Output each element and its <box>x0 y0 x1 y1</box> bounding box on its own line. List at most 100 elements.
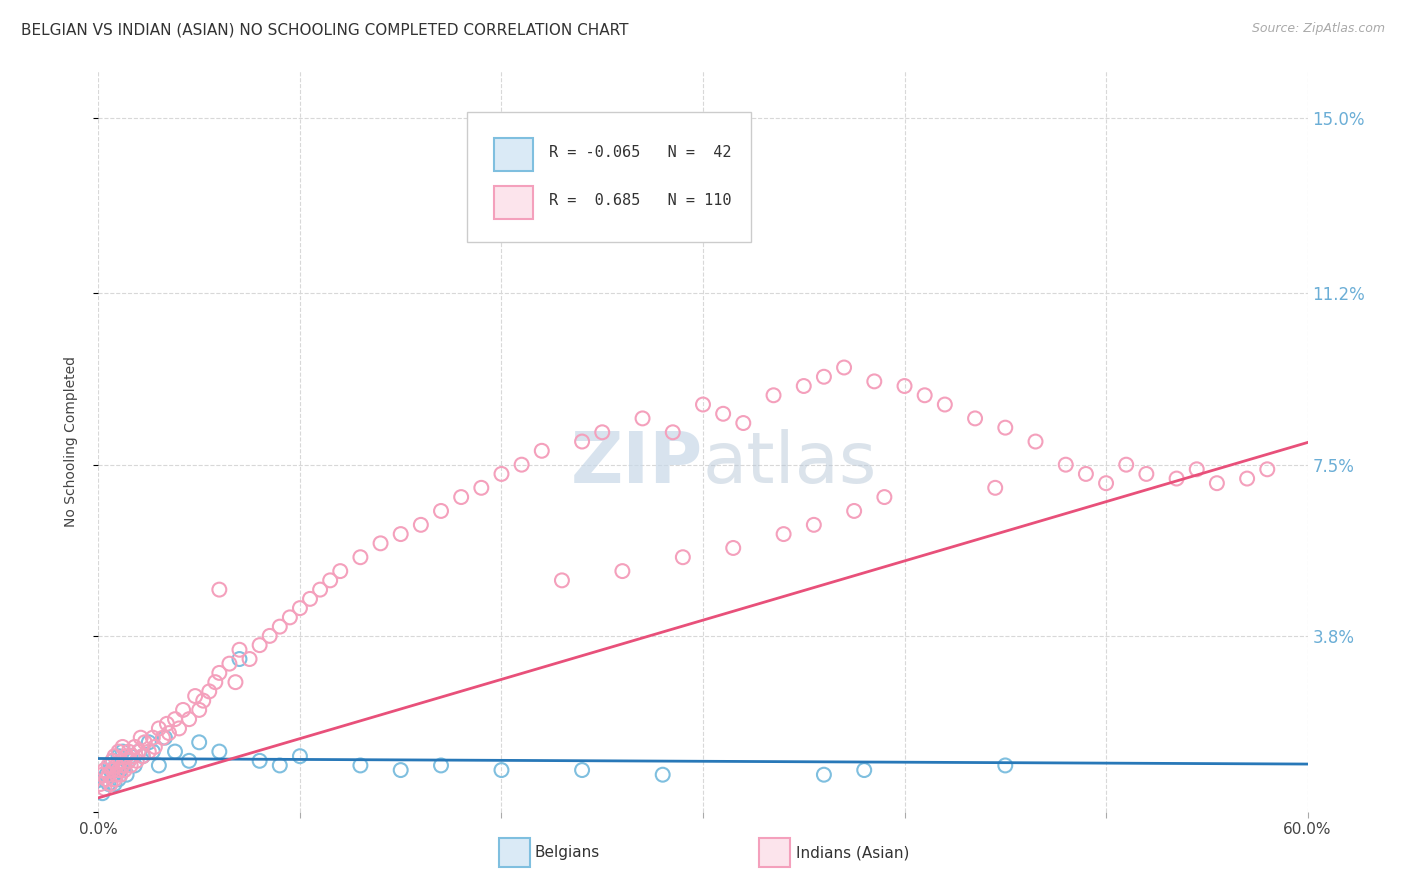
Point <box>389 527 412 541</box>
Point <box>224 675 246 690</box>
Point <box>115 767 138 781</box>
Point <box>138 745 160 759</box>
Point <box>120 749 142 764</box>
Point <box>111 745 134 759</box>
Point <box>309 582 332 597</box>
Point <box>1256 462 1278 476</box>
Point <box>793 379 815 393</box>
Point <box>914 388 936 402</box>
Point <box>110 763 132 777</box>
Point <box>228 642 250 657</box>
Point <box>97 777 120 791</box>
Point <box>142 731 165 745</box>
Point <box>288 749 311 764</box>
Point <box>965 411 987 425</box>
Point <box>1074 467 1097 481</box>
Point <box>1166 472 1188 486</box>
Point <box>100 777 122 791</box>
Point <box>93 781 115 796</box>
Point <box>1095 476 1118 491</box>
Point <box>105 758 128 772</box>
Point <box>163 712 186 726</box>
Point <box>103 749 125 764</box>
Point <box>204 675 226 690</box>
Point <box>128 745 150 759</box>
Point <box>97 767 120 781</box>
Point <box>772 527 794 541</box>
Point <box>723 541 745 555</box>
Point <box>132 749 155 764</box>
Point <box>193 694 215 708</box>
Point <box>551 574 574 588</box>
Point <box>128 745 150 759</box>
Point <box>349 550 371 565</box>
Point <box>409 517 432 532</box>
Point <box>1115 458 1137 472</box>
Text: BELGIAN VS INDIAN (ASIAN) NO SCHOOLING COMPLETED CORRELATION CHART: BELGIAN VS INDIAN (ASIAN) NO SCHOOLING C… <box>21 22 628 37</box>
Point <box>370 536 392 550</box>
Point <box>692 398 714 412</box>
Point <box>612 564 634 578</box>
Point <box>156 716 179 731</box>
Point <box>873 490 896 504</box>
Point <box>184 689 207 703</box>
Point <box>107 772 129 787</box>
Point <box>179 754 201 768</box>
Point <box>115 749 138 764</box>
Point <box>148 758 170 772</box>
Point <box>571 434 593 449</box>
Point <box>853 763 876 777</box>
Point <box>733 416 755 430</box>
Point <box>1054 458 1077 472</box>
Point <box>188 735 211 749</box>
Point <box>129 731 152 745</box>
Point <box>107 763 129 777</box>
Point <box>138 735 160 749</box>
Point <box>167 722 190 736</box>
Point <box>491 763 513 777</box>
Point <box>93 763 115 777</box>
Point <box>114 763 136 777</box>
Point <box>107 745 129 759</box>
Point <box>142 745 165 759</box>
Point <box>329 564 352 578</box>
Point <box>934 398 956 412</box>
Point <box>132 749 155 764</box>
Point <box>101 763 124 777</box>
Point <box>762 388 785 402</box>
Point <box>118 745 141 759</box>
Text: Source: ZipAtlas.com: Source: ZipAtlas.com <box>1251 22 1385 36</box>
Point <box>269 619 291 633</box>
Point <box>863 375 886 389</box>
Point <box>101 767 124 781</box>
Point <box>111 739 134 754</box>
Y-axis label: No Schooling Completed: No Schooling Completed <box>63 356 77 527</box>
Point <box>143 739 166 754</box>
Point <box>249 754 271 768</box>
Point <box>107 749 129 764</box>
Point <box>110 767 132 781</box>
Point <box>994 758 1017 772</box>
Point <box>124 739 146 754</box>
Point <box>93 772 115 787</box>
Point <box>125 754 148 768</box>
Point <box>813 369 835 384</box>
Text: ZIP: ZIP <box>571 429 703 499</box>
Point <box>278 610 301 624</box>
Point <box>105 763 128 777</box>
Point <box>1236 472 1258 486</box>
Point <box>803 517 825 532</box>
Point <box>893 379 915 393</box>
Point <box>91 767 114 781</box>
FancyBboxPatch shape <box>467 112 751 242</box>
Point <box>163 745 186 759</box>
Point <box>100 763 122 777</box>
Point <box>118 754 141 768</box>
Point <box>89 777 111 791</box>
Point <box>631 411 654 425</box>
Point <box>153 731 176 745</box>
Point <box>661 425 683 440</box>
Point <box>179 712 201 726</box>
Point <box>148 722 170 736</box>
Point <box>510 458 533 472</box>
